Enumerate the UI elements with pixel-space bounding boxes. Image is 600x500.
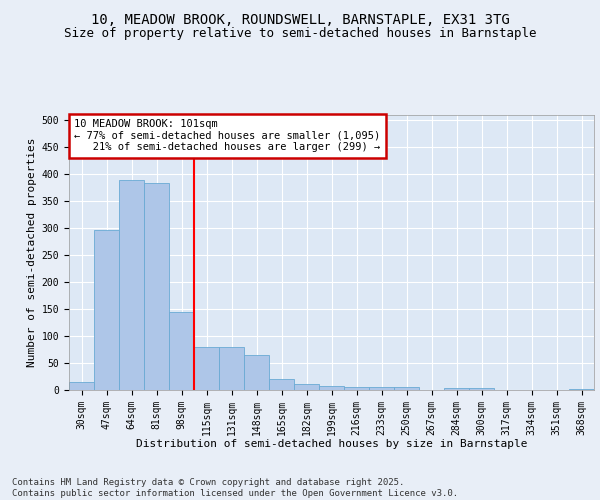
Bar: [219, 347, 244, 390]
Text: Contains HM Land Registry data © Crown copyright and database right 2025.
Contai: Contains HM Land Registry data © Crown c…: [12, 478, 458, 498]
X-axis label: Distribution of semi-detached houses by size in Barnstaple: Distribution of semi-detached houses by …: [136, 439, 527, 449]
Bar: [244, 355, 269, 390]
Bar: [194, 347, 219, 390]
Bar: [144, 184, 169, 390]
Bar: [94, 230, 119, 390]
Y-axis label: Number of semi-detached properties: Number of semi-detached properties: [28, 138, 37, 367]
Bar: [569, 389, 594, 390]
Bar: [319, 386, 344, 390]
Text: Size of property relative to semi-detached houses in Barnstaple: Size of property relative to semi-detach…: [64, 28, 536, 40]
Bar: [469, 388, 494, 390]
Text: 10 MEADOW BROOK: 101sqm
← 77% of semi-detached houses are smaller (1,095)
   21%: 10 MEADOW BROOK: 101sqm ← 77% of semi-de…: [74, 119, 380, 152]
Bar: [294, 384, 319, 390]
Text: 10, MEADOW BROOK, ROUNDSWELL, BARNSTAPLE, EX31 3TG: 10, MEADOW BROOK, ROUNDSWELL, BARNSTAPLE…: [91, 12, 509, 26]
Bar: [369, 387, 394, 390]
Bar: [269, 379, 294, 390]
Bar: [169, 312, 194, 390]
Bar: [69, 382, 94, 390]
Bar: [119, 180, 144, 390]
Bar: [444, 388, 469, 390]
Bar: [394, 388, 419, 390]
Bar: [344, 387, 369, 390]
